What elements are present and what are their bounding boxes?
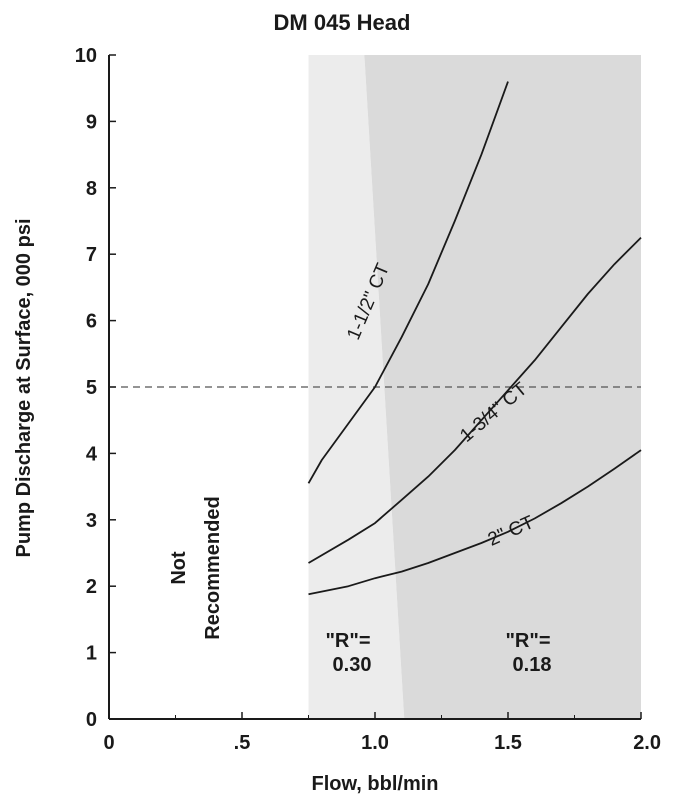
series-line-2	[308, 236, 642, 564]
y-axis-label: Pump Discharge at Surface, 000 psi	[13, 218, 35, 557]
r-value-line-1-2: 0.30	[333, 654, 372, 676]
y-tick-label-0: 0	[86, 709, 97, 731]
y-tick-label-4: 4	[86, 443, 98, 465]
series-layer	[307, 81, 642, 596]
x-axis-label: Flow, bbl/min	[311, 773, 438, 795]
x-tick-label-0: 0	[103, 732, 114, 754]
not-recommended-line-2: Recommended	[202, 496, 224, 639]
y-tick-label-10: 10	[75, 45, 97, 67]
r-value-line-1-1: "R"=	[325, 630, 370, 652]
y-tick-label-8: 8	[86, 178, 97, 200]
r-value-line-2-2: 0.18	[513, 654, 552, 676]
y-tick-label-1: 1	[86, 643, 97, 665]
series-line-3	[308, 449, 642, 596]
not-recommended-label: Not Recommended	[168, 496, 224, 639]
x-tick-label-3: 1.5	[494, 732, 522, 754]
x-tick-label-2: 1.0	[361, 732, 389, 754]
y-tick-label-9: 9	[86, 111, 97, 133]
chart-title: DM 045 Head	[274, 10, 411, 35]
r-value-line-2-1: "R"=	[505, 630, 550, 652]
regions-layer	[308, 55, 641, 719]
x-tick-label-4: 2.0	[633, 732, 661, 754]
shaded-region-2	[364, 55, 641, 719]
y-tick-label-6: 6	[86, 311, 97, 333]
y-tick-label-5: 5	[86, 377, 97, 399]
r-value-label-1: "R"= 0.30	[325, 630, 371, 676]
r-value-label-2: "R"= 0.18	[505, 630, 551, 676]
y-tick-label-3: 3	[86, 510, 97, 532]
y-tick-label-7: 7	[86, 244, 97, 266]
shaded-region-1	[308, 55, 405, 719]
series-line-1	[307, 81, 509, 484]
axes-layer: 0 1 2 3 4 5 6 7 8 9 10 0 .5 1.0 1.5 2.0	[75, 45, 661, 754]
y-tick-label-2: 2	[86, 576, 97, 598]
x-tick-label-1: .5	[234, 732, 251, 754]
not-recommended-line-1: Not	[168, 551, 190, 585]
